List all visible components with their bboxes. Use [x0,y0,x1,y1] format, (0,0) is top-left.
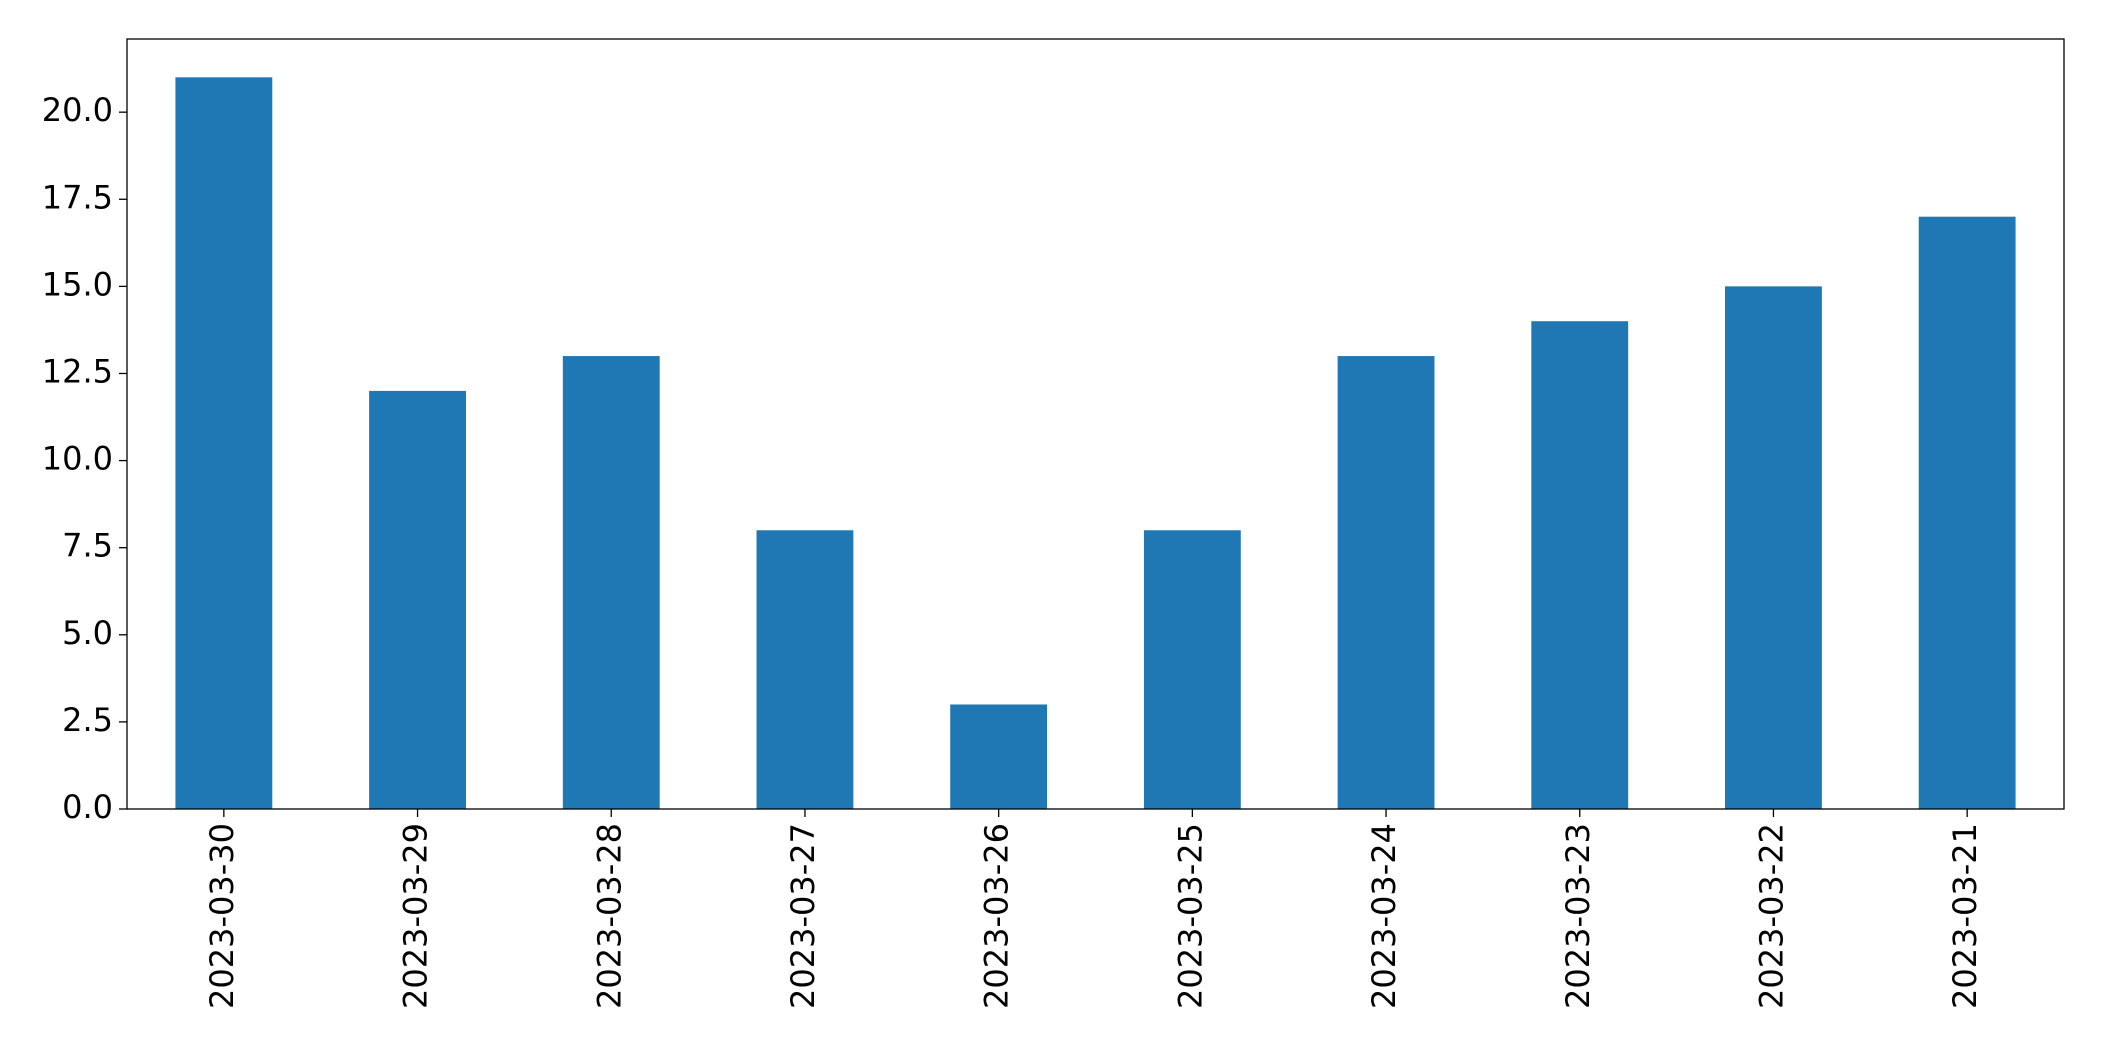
y-tick-label: 17.5 [42,178,113,216]
x-tick-label: 2023-03-30 [203,823,241,1009]
bar [950,704,1048,809]
plot-frame [126,38,2065,810]
bar [756,530,854,809]
bar [175,77,273,809]
y-tick-label: 12.5 [42,352,113,390]
bar [1337,356,1435,809]
x-tick-label: 2023-03-25 [1171,823,1209,1009]
y-tick-label: 20.0 [42,91,113,129]
bar [369,390,466,809]
x-tick-label: 2023-03-27 [784,823,822,1009]
y-tick-label: 7.5 [62,527,113,565]
bar [1143,530,1241,809]
x-tick-label: 2023-03-29 [397,823,435,1009]
bar [1725,286,1822,809]
x-tick-label: 2023-03-24 [1365,823,1403,1009]
x-tick-label: 2023-03-23 [1559,823,1597,1009]
y-tick-label: 0.0 [62,788,113,826]
x-tick-label: 2023-03-28 [590,823,628,1009]
y-tick-label: 10.0 [42,440,113,478]
bar [1531,321,1629,809]
x-tick-label: 2023-03-21 [1946,823,1984,1009]
y-tick-label: 2.5 [62,701,113,739]
bar [1918,216,2016,809]
x-tick-label: 2023-03-22 [1752,823,1790,1009]
y-tick-label: 5.0 [62,614,113,652]
x-tick-label: 2023-03-26 [978,823,1016,1009]
bar [562,356,660,809]
y-tick-label: 15.0 [42,265,113,303]
